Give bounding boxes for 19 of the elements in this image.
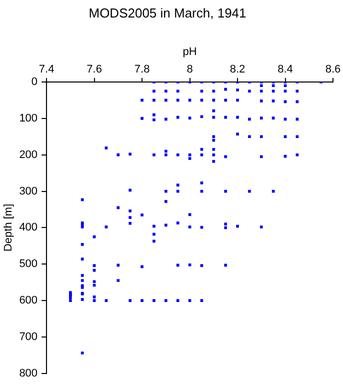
- y-tick-label: 200: [19, 148, 38, 161]
- x-tick-label: 8.2: [230, 63, 246, 76]
- x-tick-label: 7.4: [38, 63, 54, 76]
- y-tick-label: 300: [19, 185, 38, 198]
- x-axis-title: pH: [182, 46, 197, 58]
- x-tick-label: 7.6: [86, 63, 102, 76]
- chart-title: MODS2005 in March, 1941: [88, 5, 246, 20]
- x-tick-label: 7.8: [134, 63, 150, 76]
- y-tick-label: 500: [19, 258, 38, 270]
- x-tick-label: 8.4: [278, 63, 293, 76]
- x-tick-label: 8: [186, 63, 193, 76]
- x-tick-label: 8.6: [325, 63, 341, 76]
- y-tick-label: 600: [19, 294, 38, 307]
- y-tick-label: 0: [31, 76, 38, 88]
- y-tick-label: 700: [19, 331, 38, 344]
- y-axis-title: Depth [m]: [2, 204, 15, 252]
- y-tick-label: 400: [19, 222, 38, 234]
- y-tick-label: 800: [19, 367, 38, 380]
- y-tick-label: 100: [19, 112, 38, 124]
